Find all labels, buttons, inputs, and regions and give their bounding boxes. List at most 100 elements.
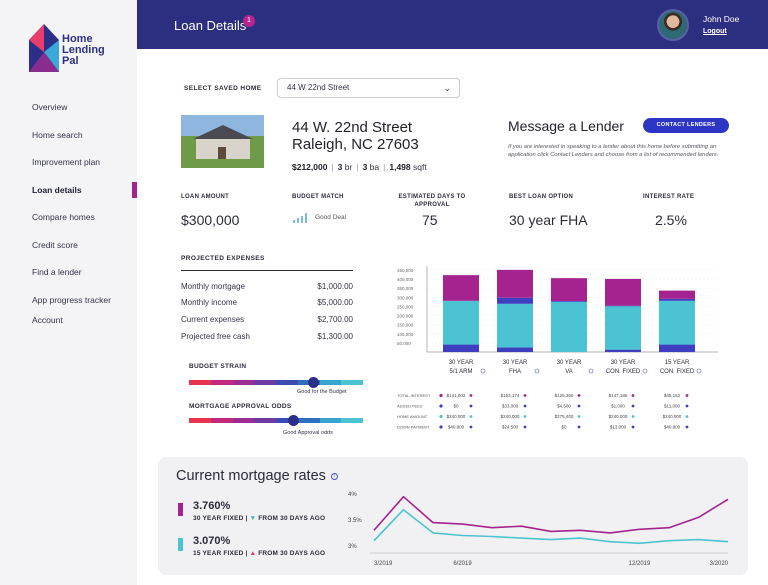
bar-segment xyxy=(443,344,479,352)
x-tick-label: 15 YEAR xyxy=(665,360,690,366)
bar-segment xyxy=(605,278,641,306)
bar-segment xyxy=(659,290,695,299)
bar-segment xyxy=(659,298,695,301)
sidebar-item-credit-score[interactable]: Credit score xyxy=(32,239,78,250)
sidebar-item-account[interactable]: Account xyxy=(32,315,63,325)
user-name: John Doe xyxy=(703,14,740,24)
home-beds: 3 xyxy=(337,162,343,172)
info-icon[interactable] xyxy=(642,368,648,374)
data-dot xyxy=(631,425,635,429)
expense-label: Projected free cash xyxy=(181,332,250,341)
data-dot xyxy=(577,415,581,418)
logo-text: Home Lending Pal xyxy=(62,34,122,67)
projected-expenses-title: PROJECTED EXPENSES xyxy=(181,255,265,262)
y-tick-label: 100,000 xyxy=(397,332,414,337)
home-baths: 3 xyxy=(362,162,368,172)
home-baths-unit: ba xyxy=(369,162,380,172)
data-label: $40,800 xyxy=(664,425,681,430)
data-label: $125,360 xyxy=(555,393,574,398)
rate-swatch-15yr xyxy=(178,538,183,551)
loan-comparison-svg: 450,000 400,000 350,000 300,000 250,000 200,0… xyxy=(397,266,718,430)
mortgage-rates-svg: 4% 3.5% 3% 3/2019 6/2019 12/2019 3/2020 xyxy=(348,492,729,567)
expense-value: $2,700.00 xyxy=(317,315,353,324)
info-icon[interactable]: i xyxy=(330,472,338,480)
sidebar-item-improvement-plan[interactable]: Improvement plan xyxy=(32,157,101,167)
saved-home-select[interactable]: 44 W 22nd Street ⌄ xyxy=(277,78,460,98)
data-dot xyxy=(469,415,473,418)
budget-strain-caption: Good for the Budget xyxy=(297,389,347,395)
best-loan-option-label: BEST LOAN OPTION xyxy=(509,194,574,200)
x-tick-label: 30 YEAR xyxy=(611,360,636,366)
data-dot xyxy=(469,404,473,408)
data-label: $240,000 xyxy=(663,414,682,419)
expense-label: Monthly mortgage xyxy=(181,282,246,291)
data-dot xyxy=(685,425,689,429)
info-icon[interactable] xyxy=(480,368,486,374)
x-tick-label: FHA xyxy=(509,369,521,375)
contact-lenders-button[interactable]: CONTACT LENDERS xyxy=(643,118,729,133)
days-to-approval-value: 75 xyxy=(422,212,438,228)
data-label: $147,185 xyxy=(609,393,628,398)
bar-segment xyxy=(659,344,695,352)
legend-swatch xyxy=(439,425,443,429)
days-to-approval-label: ESTIMATED DAYS TO APPROVAL xyxy=(398,194,466,208)
expense-value: $1,300.00 xyxy=(317,332,353,341)
logout-link[interactable]: Logout xyxy=(703,28,727,35)
header: Loan Details 1 John Doe Logout xyxy=(137,0,768,49)
home-beds-unit: br xyxy=(344,162,353,172)
data-label: $275,400 xyxy=(555,414,574,419)
x-tick-label: 3/2019 xyxy=(374,561,393,567)
mortgage-rates-chart: 4% 3.5% 3% 3/2019 6/2019 12/2019 3/2020 xyxy=(348,483,738,571)
logo[interactable]: Home Lending Pal xyxy=(27,22,127,74)
legend-label: HOME AMOUNT xyxy=(397,414,428,419)
rate-15yr-value: 3.070% xyxy=(193,535,231,547)
rate-30yr-sub: 30 YEAR FIXED | ▼ FROM 30 DAYS AGO xyxy=(193,515,326,522)
x-tick-label: 6/2019 xyxy=(453,561,472,567)
info-icon[interactable] xyxy=(588,368,594,374)
mortgage-rates-title-text: Current mortgage rates xyxy=(176,468,326,484)
page-title: Loan Details xyxy=(174,18,247,33)
legend-label: DOWN PAYMENT xyxy=(397,425,430,430)
x-tick-label: 5/1 ARM xyxy=(449,369,472,375)
x-tick-label: CON. FIXED xyxy=(606,369,641,375)
sidebar-item-find-a-lender[interactable]: Find a lender xyxy=(32,267,82,277)
data-label: $45,152 xyxy=(664,393,681,398)
home-sqft: 1,498 xyxy=(389,162,411,172)
sidebar-item-overview[interactable]: Overview xyxy=(32,102,68,112)
x-tick-label: 30 YEAR xyxy=(503,360,528,366)
avatar[interactable] xyxy=(657,9,689,41)
legend-swatch xyxy=(439,414,443,419)
mortgage-rates-title: Current mortgage rates i xyxy=(176,468,338,484)
notification-badge[interactable]: 1 xyxy=(243,15,255,27)
approval-odds-knob xyxy=(288,415,300,426)
bar-segment xyxy=(659,300,695,345)
saved-home-value: 44 W 22nd Street xyxy=(287,83,350,92)
data-label: $11,000 xyxy=(664,404,680,409)
arrow-down-icon: ▼ xyxy=(249,515,257,522)
x-tick-label: 30 YEAR xyxy=(557,360,582,366)
info-icon[interactable] xyxy=(696,368,702,374)
y-tick-label: 50,000 xyxy=(397,341,411,346)
expense-value: $1,000.00 xyxy=(317,282,353,291)
data-dot xyxy=(631,404,635,408)
y-tick-label: 300,000 xyxy=(397,295,414,300)
legend-swatch xyxy=(439,393,443,398)
sidebar-item-compare-homes[interactable]: Compare homes xyxy=(32,212,95,222)
info-icon[interactable] xyxy=(534,368,540,374)
sidebar-item-loan-details[interactable]: Loan details xyxy=(0,181,137,211)
y-tick-label: 4% xyxy=(348,492,357,498)
x-tick-label: 30 YEAR xyxy=(449,360,474,366)
expense-label: Monthly income xyxy=(181,298,238,307)
expense-row: Current expenses $2,700.00 xyxy=(181,315,353,324)
data-dot xyxy=(685,404,689,408)
data-label: $13,000 xyxy=(610,425,627,430)
sidebar-item-app-progress-tracker[interactable]: App progress tracker xyxy=(32,294,111,305)
sidebar-item-home-search[interactable]: Home search xyxy=(32,129,83,140)
series-line xyxy=(373,495,729,534)
data-label: $240,000 xyxy=(447,414,466,419)
rate-15yr-sub: 15 YEAR FIXED | ▲ FROM 30 DAYS AGO xyxy=(193,550,326,557)
sidebar: Home Lending Pal Overview Home search Impr… xyxy=(0,0,137,585)
data-dot xyxy=(523,425,527,429)
home-price: $212,000 xyxy=(292,162,328,172)
legend-swatch xyxy=(439,404,443,408)
